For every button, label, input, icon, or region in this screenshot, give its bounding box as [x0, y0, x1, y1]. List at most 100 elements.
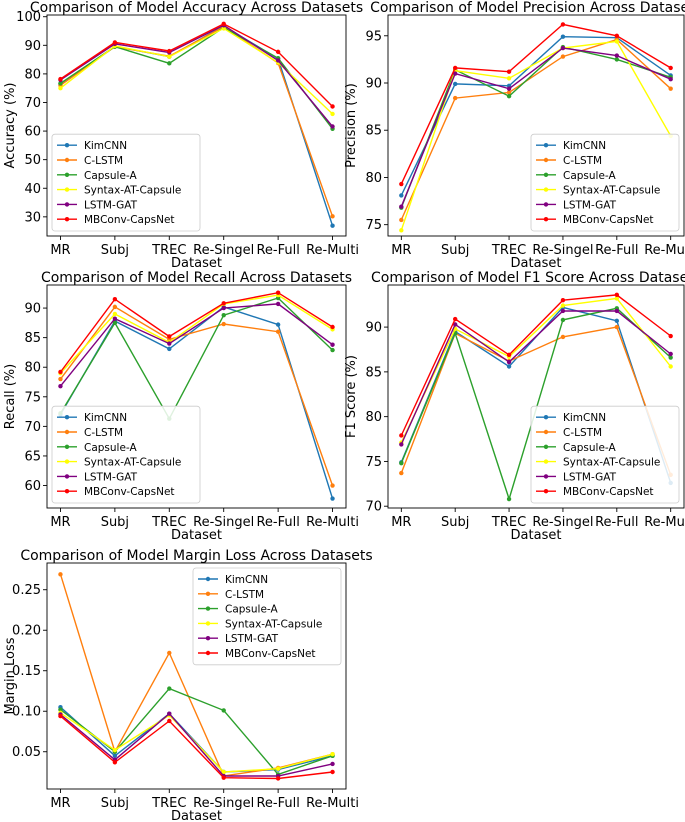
data-point — [167, 48, 172, 54]
legend-entry: Capsule-A — [563, 442, 616, 454]
legend-marker — [205, 636, 211, 641]
x-tick-label: Re-Singel — [193, 796, 254, 811]
legend-entry: LSTM-GAT — [225, 633, 279, 645]
legend-entry: MBConv-CapsNet — [563, 214, 654, 226]
x-tick-label: Re-Full — [256, 515, 299, 530]
legend-marker — [205, 650, 211, 656]
data-point — [614, 324, 620, 330]
legend-entry: C-LSTM — [225, 589, 264, 601]
y-tick-label: 40 — [24, 182, 41, 197]
legend: KimCNN C-LSTM Capsule-A Syntax-AT-Capsule LS… — [51, 133, 201, 232]
data-point — [221, 26, 226, 31]
data-point — [399, 433, 404, 438]
data-point — [452, 316, 458, 322]
legend: KimCNN C-LSTM Capsule-A Syntax-AT-Capsule LS… — [530, 133, 680, 232]
data-point — [167, 334, 172, 339]
data-point — [330, 324, 335, 330]
legend-marker — [205, 621, 211, 626]
data-point — [614, 308, 620, 314]
legend-marker — [64, 217, 70, 222]
data-point — [112, 311, 118, 317]
data-point — [221, 321, 226, 327]
data-point — [167, 61, 172, 66]
data-point — [58, 707, 63, 712]
series-line-Capsule-A — [60, 687, 333, 776]
chart-panel-1: Comparison of Model Accuracy Across Data… — [3, 0, 363, 271]
y-tick-label: 0.10 — [12, 705, 41, 720]
legend-entry: C-LSTM — [563, 155, 602, 167]
series-line-Syntax-AT-Capsule — [59, 294, 333, 374]
data-point — [399, 442, 404, 447]
legend-entry: MBConv-CapsNet — [563, 486, 654, 498]
series-line-MBConv-CapsNet — [59, 291, 333, 373]
x-tick-label: Subj — [441, 243, 469, 258]
legend-entry: KimCNN — [225, 574, 268, 586]
chart-panel-5: Comparison of Model Margin Loss Across D… — [3, 548, 373, 822]
data-point — [614, 33, 620, 38]
series-line-LSTM-GAT — [60, 24, 334, 127]
x-axis-label: Dataset — [171, 256, 222, 271]
y-tick-label: 65 — [24, 449, 41, 464]
data-point — [560, 34, 566, 39]
data-point — [330, 751, 335, 757]
data-point — [506, 86, 512, 91]
y-tick-label: 85 — [365, 365, 382, 380]
legend-box — [51, 405, 201, 504]
legend-box — [530, 405, 680, 504]
legend-marker — [64, 415, 70, 420]
data-point — [399, 470, 404, 476]
legend-entry: KimCNN — [563, 412, 606, 424]
chart-panel-2: Comparison of Model Precision Across Dat… — [344, 0, 685, 271]
legend-marker — [543, 217, 549, 222]
y-tick-label: 80 — [24, 361, 41, 376]
legend-entry: C-LSTM — [84, 155, 123, 167]
data-point — [668, 351, 673, 357]
legend-entry: LSTM-GAT — [563, 471, 617, 483]
data-point — [399, 228, 404, 233]
x-tick-label: MR — [50, 243, 70, 258]
y-tick-label: 95 — [365, 29, 382, 44]
data-point — [560, 303, 566, 308]
x-tick-label: MR — [50, 515, 70, 530]
series-line-C-LSTM — [59, 305, 334, 486]
data-point — [614, 292, 620, 298]
x-tick-label: Re-Multi — [306, 796, 359, 811]
x-tick-label: TREC — [151, 243, 186, 258]
data-point — [330, 124, 335, 129]
x-tick-label: Subj — [441, 515, 469, 530]
data-point — [330, 347, 335, 353]
data-point — [668, 364, 673, 369]
legend-marker — [64, 157, 70, 163]
y-tick-label: 75 — [365, 455, 382, 470]
legend-entry: MBConv-CapsNet — [225, 648, 316, 660]
data-point — [668, 65, 673, 71]
data-point — [58, 713, 63, 719]
data-point — [614, 296, 620, 301]
data-point — [330, 496, 335, 501]
data-point — [330, 483, 335, 488]
data-point — [275, 776, 281, 781]
y-tick-label: 0.05 — [12, 745, 41, 760]
legend-entry: C-LSTM — [563, 427, 602, 439]
y-tick-label: 85 — [24, 331, 41, 346]
data-point — [167, 686, 172, 691]
data-point — [399, 204, 404, 209]
data-point — [560, 334, 566, 340]
legend-entry: Syntax-AT-Capsule — [563, 457, 660, 469]
data-point — [330, 214, 335, 219]
data-point — [58, 572, 63, 577]
data-point — [614, 57, 620, 62]
legend-marker — [543, 143, 549, 148]
data-point — [112, 320, 118, 326]
x-tick-label: Re-Singel — [532, 515, 593, 530]
x-tick-label: MR — [50, 796, 70, 811]
legend-marker — [64, 489, 70, 494]
data-point — [506, 94, 512, 99]
legend-marker — [543, 474, 549, 479]
chart-title: Comparison of Model Recall Across Datase… — [41, 270, 352, 286]
series-line-KimCNN — [60, 706, 333, 773]
y-tick-label: 50 — [24, 153, 41, 168]
series-line-Capsule-A — [400, 46, 671, 208]
data-point — [560, 22, 566, 27]
data-point — [506, 90, 512, 95]
